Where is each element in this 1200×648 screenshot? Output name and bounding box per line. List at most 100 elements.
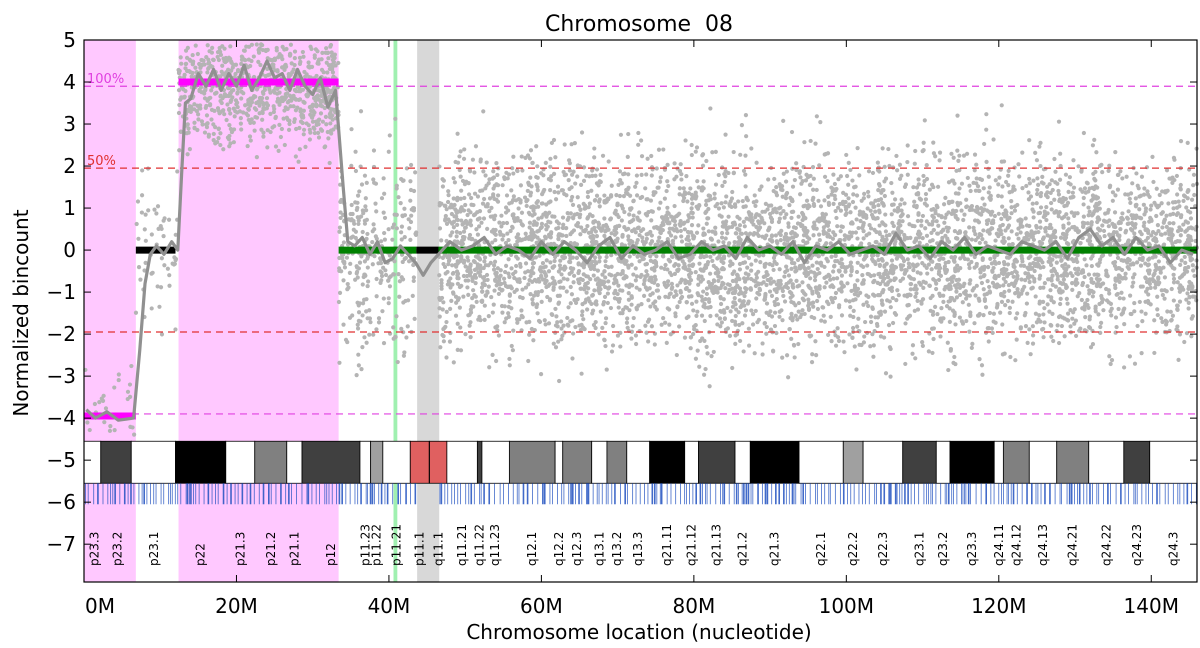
scatter-point bbox=[454, 314, 458, 318]
scatter-point bbox=[1072, 186, 1076, 190]
scatter-point bbox=[1019, 277, 1023, 281]
scatter-point bbox=[1058, 152, 1062, 156]
scatter-point bbox=[557, 280, 561, 284]
scatter-point bbox=[894, 276, 898, 280]
scatter-point bbox=[973, 293, 977, 297]
scatter-point bbox=[754, 161, 758, 165]
scatter-point bbox=[227, 144, 231, 148]
scatter-point bbox=[448, 339, 452, 343]
scatter-point bbox=[108, 429, 112, 433]
scatter-point bbox=[913, 149, 917, 153]
scatter-point bbox=[710, 150, 714, 154]
scatter-point bbox=[730, 196, 734, 200]
scatter-point bbox=[146, 208, 150, 212]
scatter-point bbox=[291, 94, 295, 98]
scatter-point bbox=[716, 279, 720, 283]
scatter-point bbox=[272, 124, 276, 128]
scatter-point bbox=[1098, 257, 1102, 261]
scatter-point bbox=[534, 144, 538, 148]
scatter-point bbox=[519, 308, 523, 312]
scatter-point bbox=[563, 142, 567, 146]
scatter-point bbox=[453, 180, 457, 184]
scatter-point bbox=[782, 274, 786, 278]
scatter-point bbox=[1032, 231, 1036, 235]
scatter-point bbox=[862, 236, 866, 240]
scatter-point bbox=[826, 195, 830, 199]
scatter-point bbox=[743, 286, 747, 290]
scatter-point bbox=[813, 278, 817, 282]
scatter-point bbox=[355, 270, 359, 274]
scatter-point bbox=[997, 274, 1001, 278]
scatter-point bbox=[311, 109, 315, 113]
scatter-point bbox=[166, 267, 170, 271]
scatter-point bbox=[690, 193, 694, 197]
scatter-point bbox=[840, 313, 844, 317]
scatter-point bbox=[490, 240, 494, 244]
scatter-point bbox=[593, 198, 597, 202]
scatter-point bbox=[1101, 308, 1105, 312]
scatter-point bbox=[620, 311, 624, 315]
scatter-point bbox=[261, 135, 265, 139]
scatter-point bbox=[255, 87, 259, 91]
scatter-point bbox=[681, 259, 685, 263]
scatter-point bbox=[394, 314, 398, 318]
scatter-point bbox=[625, 316, 629, 320]
scatter-point bbox=[487, 209, 491, 213]
scatter-point bbox=[1078, 187, 1082, 191]
scatter-point bbox=[1096, 196, 1100, 200]
scatter-point bbox=[897, 293, 901, 297]
scatter-point bbox=[404, 256, 408, 260]
scatter-point bbox=[505, 232, 509, 236]
scatter-point bbox=[108, 424, 112, 428]
scatter-point bbox=[730, 225, 734, 229]
scatter-point bbox=[471, 203, 475, 207]
scatter-point bbox=[373, 202, 377, 206]
scatter-point bbox=[802, 233, 806, 237]
scatter-point bbox=[602, 216, 606, 220]
scatter-point bbox=[760, 352, 764, 356]
scatter-point bbox=[239, 116, 243, 120]
scatter-point bbox=[236, 69, 240, 73]
scatter-point bbox=[483, 304, 487, 308]
scatter-point bbox=[769, 215, 773, 219]
scatter-point bbox=[813, 142, 817, 146]
scatter-point bbox=[705, 222, 709, 226]
scatter-point bbox=[773, 253, 777, 257]
scatter-point bbox=[1020, 257, 1024, 261]
scatter-point bbox=[514, 264, 518, 268]
scatter-point bbox=[921, 297, 925, 301]
scatter-point bbox=[737, 310, 741, 314]
scatter-point bbox=[733, 240, 737, 244]
scatter-point bbox=[575, 174, 579, 178]
scatter-point bbox=[255, 42, 259, 46]
scatter-point bbox=[361, 211, 365, 215]
scatter-point bbox=[603, 295, 607, 299]
scatter-point bbox=[401, 300, 405, 304]
scatter-point bbox=[597, 259, 601, 263]
scatter-point bbox=[1170, 287, 1174, 291]
scatter-point bbox=[205, 70, 209, 74]
scatter-point bbox=[463, 203, 467, 207]
scatter-point bbox=[822, 314, 826, 318]
scatter-point bbox=[177, 70, 181, 74]
scatter-point bbox=[620, 218, 624, 222]
scatter-point bbox=[683, 138, 687, 142]
scatter-point bbox=[403, 235, 407, 239]
scatter-point bbox=[930, 267, 934, 271]
scatter-point bbox=[672, 204, 676, 208]
scatter-point bbox=[1114, 325, 1118, 329]
scatter-point bbox=[338, 200, 342, 204]
scatter-point bbox=[911, 185, 915, 189]
scatter-point bbox=[264, 49, 268, 53]
scatter-point bbox=[568, 232, 572, 236]
scatter-point bbox=[462, 261, 466, 265]
scatter-point bbox=[1113, 260, 1117, 264]
scatter-point bbox=[1091, 294, 1095, 298]
scatter-point bbox=[459, 149, 463, 153]
scatter-point bbox=[823, 319, 827, 323]
ideogram-band bbox=[477, 441, 482, 483]
scatter-point bbox=[681, 222, 685, 226]
scatter-point bbox=[302, 101, 306, 105]
scatter-point bbox=[924, 197, 928, 201]
scatter-point bbox=[844, 211, 848, 215]
